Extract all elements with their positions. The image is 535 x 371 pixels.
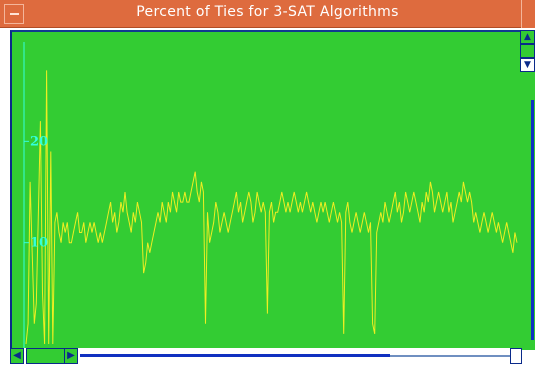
window-menu-icon[interactable] xyxy=(4,4,24,24)
plot-frame xyxy=(10,30,522,350)
scroll-end-button[interactable] xyxy=(510,348,522,364)
y-tick-label: 10 xyxy=(30,236,48,251)
scroll-right-icon[interactable]: ▶ xyxy=(64,348,78,364)
scroll-down-icon[interactable]: ▼ xyxy=(520,58,535,72)
vertical-scrollbar[interactable]: ▲ ▼ xyxy=(520,30,535,350)
vertical-scroll-track[interactable] xyxy=(531,100,534,340)
window-title: Percent of Ties for 3-SAT Algorithms xyxy=(136,4,399,20)
horizontal-scrollbar[interactable]: ◀ ▶ xyxy=(10,348,522,364)
horizontal-scroll-track[interactable] xyxy=(80,354,390,357)
plot-area xyxy=(12,32,520,348)
horizontal-scroll-track-remaining[interactable] xyxy=(390,355,510,357)
line-chart: 10 20 xyxy=(23,42,518,348)
title-bar[interactable]: Percent of Ties for 3-SAT Algorithms xyxy=(0,0,535,28)
y-tick-label: 20 xyxy=(30,134,48,149)
scroll-thumb-vertical[interactable] xyxy=(520,44,535,58)
scroll-left-icon[interactable]: ◀ xyxy=(10,348,24,364)
maximize-icon[interactable] xyxy=(521,0,535,28)
series-line xyxy=(25,70,518,345)
scroll-up-icon[interactable]: ▲ xyxy=(520,30,535,44)
